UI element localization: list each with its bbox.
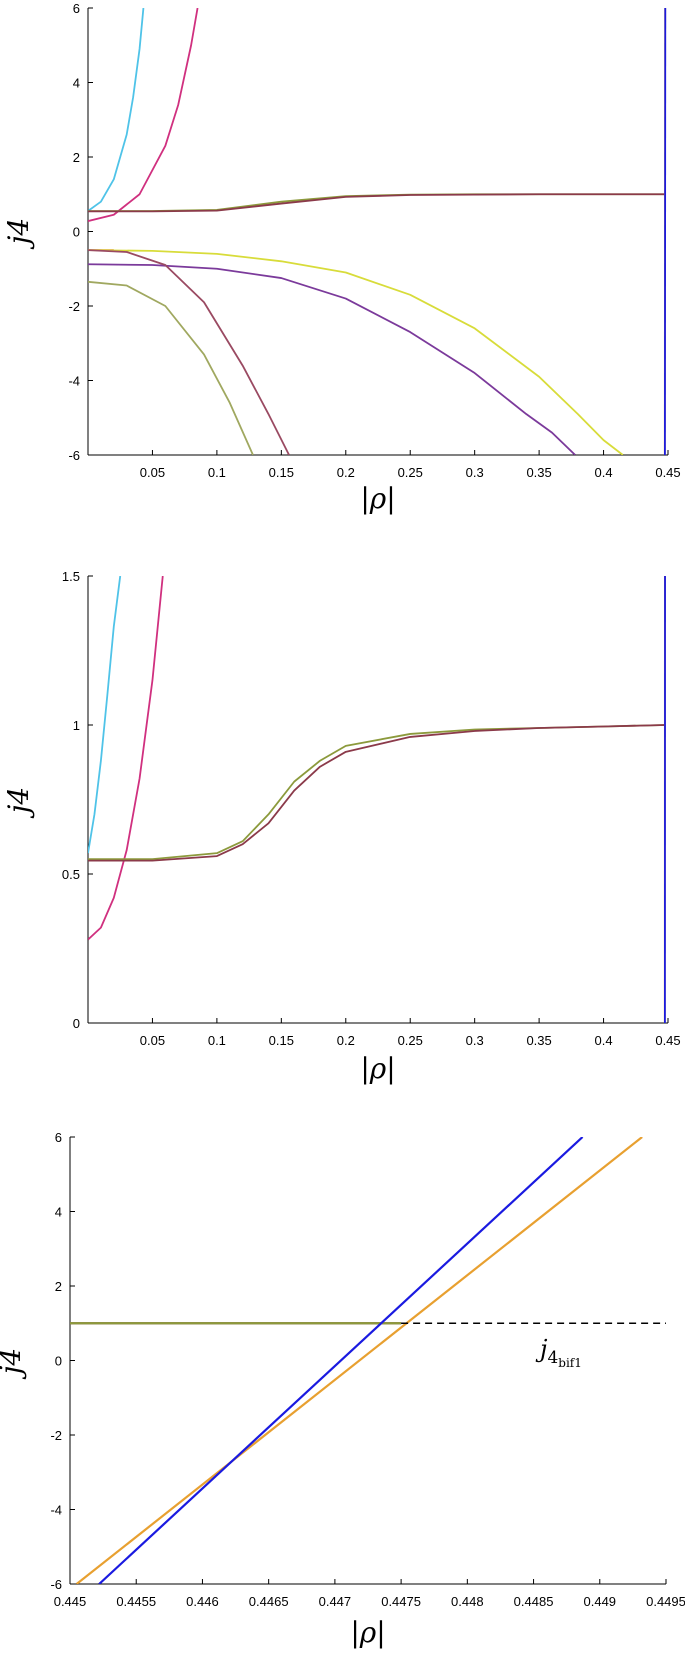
series-line-1 [88,8,145,212]
x-tick-label: 0.4 [595,465,613,480]
chart-panel-2: 0.05 0.1 0.15 0.2 0.25 0.3 0.35 0.4 0.45 1.5 1 0.5 0… [2,569,681,1085]
x-axis-label: |ρ| [350,1616,385,1649]
y-tick-label: -4 [68,374,80,389]
series-group [88,8,667,455]
x-tick-label: 0.445 [54,1594,87,1609]
x-tick-label: 0.4485 [514,1594,554,1609]
series-line-1 [88,576,122,854]
series-line-4 [98,1137,584,1584]
chart-panel-3: 0.445 0.4455 0.446 0.4465 0.447 0.4475 0.448 0.… [0,1130,685,1649]
y-axis-label: j4 [0,1348,27,1381]
x-tick-label: 0.35 [526,1033,551,1048]
y-tick-label: 0 [73,1016,80,1031]
x-axis-label: |ρ| [360,1052,395,1085]
x-tick-label: 0.35 [526,465,551,480]
series-line-3 [75,1137,643,1584]
x-tick-label: 0.15 [269,465,294,480]
series-line-4 [88,193,666,213]
series-group [88,576,666,1023]
x-tick-label: 0.05 [140,1033,165,1048]
x-tick-label: 0.05 [140,465,165,480]
x-tick-label: 0.3 [466,1033,484,1048]
x-tick-label: 0.25 [398,1033,423,1048]
y-tick-label: 0 [73,225,80,240]
x-tick-label: 0.45 [655,465,680,480]
y-tick-label: 6 [55,1130,62,1145]
x-tick-label: 0.25 [398,465,423,480]
y-tick-label: -2 [68,299,80,314]
y-tick-label: -2 [50,1428,62,1443]
x-axis-label: |ρ| [360,482,395,515]
bifurcation-annotation: j4bif1 [535,1335,582,1370]
x-tick-label: 0.4 [595,1033,613,1048]
x-tick-label: 0.2 [337,465,355,480]
x-tick-label: 0.1 [208,1033,226,1048]
annotation-sub: 4 [547,1348,558,1368]
x-tick-label: 0.15 [269,1033,294,1048]
y-tick-label: 2 [55,1279,62,1294]
y-tick-label: -4 [50,1503,62,1518]
series-line-8 [88,249,290,455]
x-tick-label: 0.4465 [249,1594,289,1609]
x-tick-label: 0.45 [655,1033,680,1048]
y-tick-label: -6 [68,448,80,463]
y-tick-label: 0 [55,1354,62,1369]
y-tick-label: 2 [73,150,80,165]
annotation-base: j [535,1335,548,1363]
series-line-9 [88,280,254,455]
x-tick-label: 0.3 [466,465,484,480]
y-axis-label: j4 [2,787,35,820]
series-line-4 [88,724,666,862]
chart-panel-1: 0.05 0.1 0.15 0.2 0.25 0.3 0.35 0.4 0.45 6 4 2 0 -2 -4… [2,1,681,515]
x-tick-label: 0.449 [584,1594,617,1609]
x-tick-label: 0.4455 [116,1594,156,1609]
y-axis-label: j4 [2,218,35,251]
x-tick-label: 0.447 [319,1594,352,1609]
series-line-2 [88,8,199,222]
x-tick-label: 0.1 [208,465,226,480]
y-tick-label: 1 [73,718,80,733]
x-tick-label: 0.446 [186,1594,219,1609]
series-group [70,1137,666,1584]
y-tick-label: -6 [50,1577,62,1592]
y-tick-label: 0.5 [62,867,80,882]
x-tick-label: 0.448 [451,1594,484,1609]
series-line-2 [88,576,164,941]
y-tick-label: 6 [73,1,80,16]
x-tick-label: 0.4475 [381,1594,421,1609]
x-tick-label: 0.4495 [646,1594,685,1609]
y-tick-label: 4 [55,1205,62,1220]
series-line-6 [88,249,624,455]
annotation-subsub: bif1 [558,1356,582,1370]
series-line-7 [88,263,576,455]
y-tick-label: 4 [73,76,80,91]
y-tick-label: 1.5 [62,569,80,584]
x-tick-label: 0.2 [337,1033,355,1048]
